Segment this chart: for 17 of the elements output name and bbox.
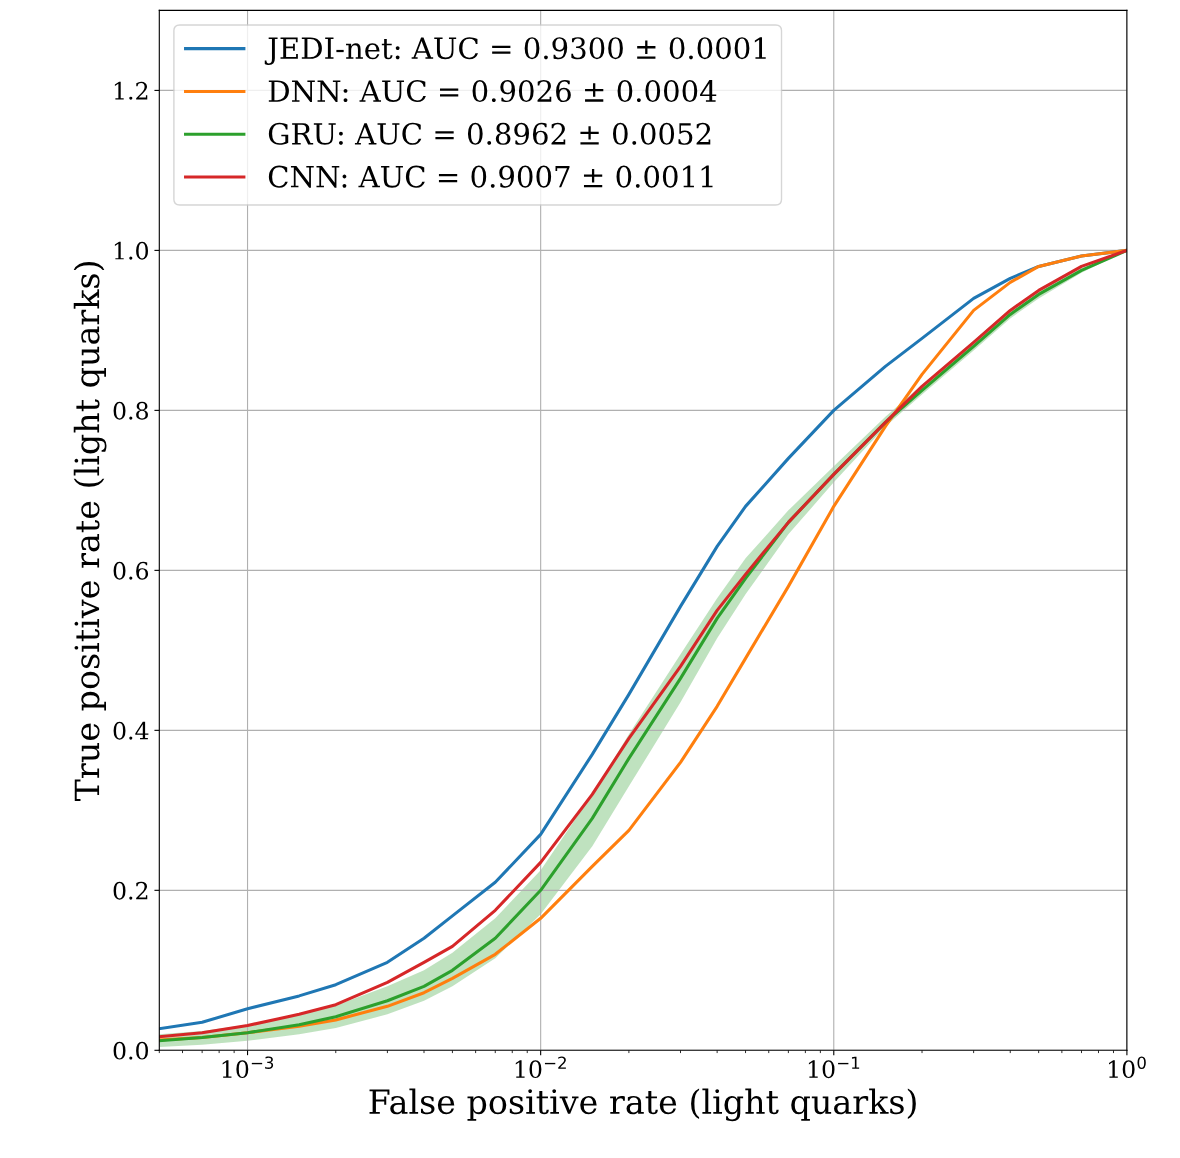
legend-label: DNN: AUC = 0.9026 ± 0.0004 — [268, 80, 717, 103]
x-tick-label: 10$^{−1}$ — [808, 1056, 860, 1079]
y-axis-title: True positive rate (light quarks) — [73, 262, 107, 801]
y-tick-label: 0.2 — [113, 881, 148, 900]
y-tick-label: 0.8 — [113, 401, 148, 420]
y-tick-label: 0.6 — [113, 561, 149, 580]
x-axis-title: False positive rate (light quarks) — [369, 1088, 916, 1122]
y-tick-label: 0.4 — [113, 721, 149, 740]
x-tick-label: 10$^{0}$ — [1109, 1056, 1146, 1079]
y-tick-label: 0.0 — [113, 1041, 149, 1060]
x-tick-label: 10$^{−3}$ — [222, 1056, 274, 1079]
y-tick-label: 1.0 — [114, 241, 149, 260]
legend-label: GRU: AUC = 0.8962 ± 0.0052 — [268, 122, 711, 145]
legend-label: JEDI-net: AUC = 0.9300 ± 0.0001 — [264, 37, 766, 65]
y-tick-label: 1.2 — [114, 81, 148, 100]
legend-label: CNN: AUC = 0.9007 ± 0.0011 — [268, 165, 713, 188]
x-tick-label: 10$^{−2}$ — [515, 1056, 566, 1079]
